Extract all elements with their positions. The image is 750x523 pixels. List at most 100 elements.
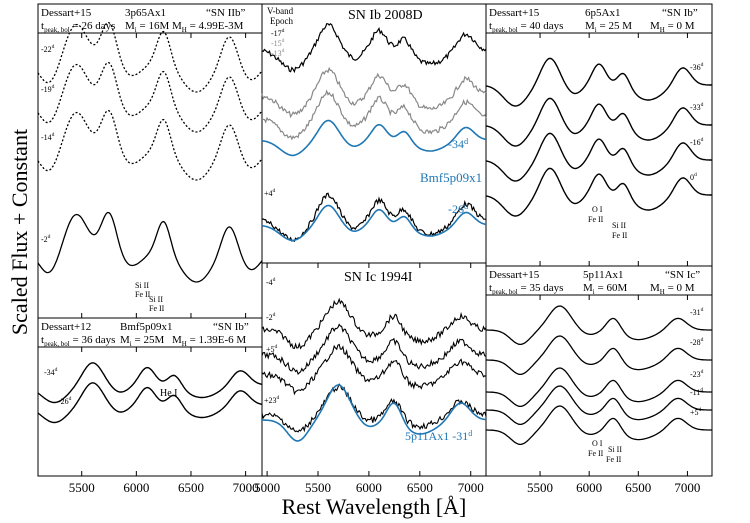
- mt-curve-+4: [261, 192, 486, 243]
- epoch-label: -28d: [690, 337, 704, 347]
- epoch-label: +23d: [264, 395, 280, 405]
- tr-curve--33: [485, 97, 712, 147]
- mb-curve-+23: [261, 383, 487, 433]
- epoch-label: -33d: [690, 102, 704, 112]
- epoch-label: -19d: [41, 84, 55, 94]
- title-1994i: SN Ic 1994I: [344, 270, 413, 285]
- tl-annotation: Si II: [149, 295, 163, 304]
- epoch-label: +4d: [264, 188, 276, 198]
- tr-annotation: Fe II: [612, 231, 628, 240]
- header-top-right: Dessart+15 6p5Ax1 “SN Ib” tpeak, bol = 4…: [489, 7, 698, 34]
- br-model: 5p11Ax1: [583, 269, 624, 281]
- tl-curve--22: [37, 21, 263, 93]
- tl-annotation: Fe II: [135, 290, 151, 299]
- br-sntype: “SN Ic”: [665, 269, 700, 281]
- tl-curve--14: [37, 109, 263, 181]
- bl-curve--26: [37, 382, 263, 424]
- tl-tpeak: tpeak, bol = 26 days: [41, 20, 115, 34]
- tr-source: Dessart+15: [489, 7, 540, 19]
- figure-xlabel: Rest Wavelength [Å]: [282, 494, 467, 519]
- spectral-curves: [37, 21, 712, 446]
- x-tick-label: 7000: [674, 480, 700, 495]
- tr-sntype: “SN Ib”: [662, 7, 698, 19]
- tr-mh: MH = 0 M: [650, 20, 695, 34]
- tl-curve--19: [37, 61, 263, 133]
- bl-curve--34: [37, 362, 263, 404]
- epoch-label: -4d: [266, 277, 276, 287]
- br-curve--31: [486, 305, 712, 346]
- model-label-bmf: Bmf5p09x1: [420, 170, 482, 185]
- x-tick-label: 6500: [178, 480, 204, 495]
- header-bottom-right: Dessart+15 5p11Ax1 “SN Ic” tpeak, bol = …: [489, 269, 700, 296]
- x-tick-label: 6500: [625, 480, 651, 495]
- tr-curve-0: [485, 167, 712, 217]
- bl-sntype: “SN Ib”: [213, 321, 249, 333]
- header-top-left: Dessart+15 3p65Ax1 “SN IIb” tpeak, bol =…: [41, 7, 246, 34]
- epoch-label: -22d: [41, 44, 55, 54]
- epoch-label: -13d: [271, 48, 285, 58]
- br-mi: Mi = 60M: [583, 282, 627, 296]
- model-label-5p11: 5p11Ax1 -31d: [405, 429, 472, 443]
- x-tick-label: 6500: [407, 480, 433, 495]
- tr-model: 6p5Ax1: [585, 7, 620, 19]
- br-annotation: Fe II: [588, 449, 604, 458]
- x-tick-label: 5000: [254, 480, 280, 495]
- legend-vband: V-band: [267, 6, 294, 16]
- bl-annotation-hei: He I: [160, 388, 178, 399]
- epoch-label: -16d: [690, 137, 704, 147]
- br-curve-+5: [486, 405, 712, 446]
- tr-annotation: O I: [592, 205, 603, 214]
- tl-annotation: Si II: [135, 281, 149, 290]
- tr-mi: Mi = 25 M: [585, 20, 632, 34]
- x-tick-label: 5500: [305, 480, 331, 495]
- tl-curve--2: [37, 211, 263, 283]
- mt-curve--15: [261, 66, 487, 119]
- legend-epoch: Epoch: [270, 16, 293, 26]
- x-tick-label: 6000: [356, 480, 382, 495]
- br-mh: MH = 0 M: [650, 282, 695, 296]
- panel-top-left-frame: [37, 3, 263, 319]
- tl-mh: MH = 4.99E-3M: [172, 20, 244, 34]
- mt-curve--34: [261, 119, 487, 157]
- panel-top-right-frame: [485, 3, 713, 267]
- br-tpeak: tpeak, bol = 35 days: [489, 282, 563, 296]
- tl-mi: Mi = 16M: [125, 20, 169, 34]
- tl-annotation: Fe II: [149, 304, 165, 313]
- br-curve--23: [486, 367, 712, 408]
- epoch-label: -26d: [58, 396, 72, 406]
- br-annotation: O I: [592, 439, 603, 448]
- figure-ylabel: Scaled Flux + Constant: [7, 129, 32, 335]
- epoch-label: -11d: [690, 387, 703, 397]
- tr-tpeak: tpeak, bol = 40 days: [489, 20, 563, 34]
- title-2008d: SN Ib 2008D: [348, 8, 423, 23]
- bl-model: Bmf5p09x1: [120, 321, 173, 333]
- mb-curve-model: [261, 384, 487, 442]
- br-annotation: Fe II: [606, 455, 622, 464]
- epoch-label: -2d: [266, 312, 276, 322]
- tr-curve--16: [485, 132, 712, 182]
- bl-source: Dessart+12: [41, 321, 91, 333]
- x-tick-label: 7000: [233, 480, 259, 495]
- epoch-label: -26d: [448, 202, 469, 216]
- epoch-label: -15d: [271, 38, 285, 48]
- mb-curve--4: [261, 297, 487, 350]
- mt-curve--17: [261, 23, 487, 74]
- panel-bottom-right-frame: [485, 265, 713, 477]
- x-tick-label: 5500: [527, 480, 553, 495]
- epoch-label: -31d: [690, 307, 704, 317]
- br-annotation: Si II: [608, 445, 622, 454]
- mt-curve--26: [261, 204, 487, 242]
- x-tick-label: 7000: [458, 480, 484, 495]
- tr-curve--36: [485, 57, 712, 107]
- tr-annotation: Si II: [612, 221, 626, 230]
- x-tick-label: 6000: [123, 480, 149, 495]
- mb-curve-+5: [261, 343, 487, 396]
- epoch-label: +5d: [266, 344, 278, 354]
- mb-curve--2: [261, 323, 487, 376]
- epoch-label: +5d: [690, 407, 702, 417]
- bl-tpeak: tpeak, bol = 36 days: [41, 334, 115, 348]
- bl-mh: MH = 1.39E-6 M: [172, 334, 246, 348]
- header-bottom-left: Dessart+12 Bmf5p09x1 “SN Ib” tpeak, bol …: [41, 321, 249, 348]
- br-source: Dessart+15: [489, 269, 540, 281]
